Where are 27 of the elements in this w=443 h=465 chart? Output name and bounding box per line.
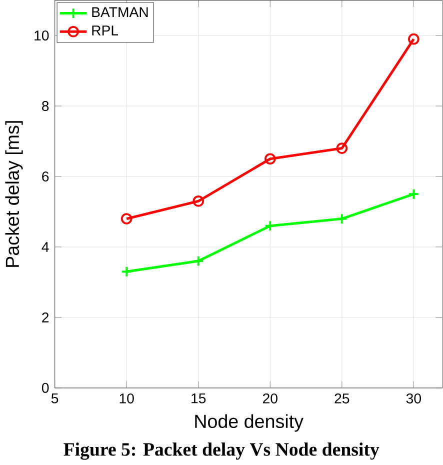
point	[336, 142, 348, 154]
point	[408, 33, 420, 45]
x-tick-label: 5	[52, 393, 58, 404]
point	[121, 266, 132, 278]
point	[336, 213, 348, 224]
x-tick-label: 10	[120, 393, 134, 404]
point	[264, 220, 276, 232]
y-tick-label: 6	[42, 171, 49, 182]
y-tick-label: 4	[42, 242, 49, 252]
caption: Figure 5: Packet delay Vs Node density	[64, 442, 380, 460]
point	[264, 153, 276, 165]
point	[121, 213, 132, 224]
x-tick-label: 15	[192, 393, 206, 404]
x-tick-label: 25	[334, 393, 350, 404]
point	[408, 188, 420, 200]
legend-label: RPL	[92, 26, 118, 36]
y-axis-title: Packet delay [ms]	[5, 121, 23, 267]
point	[192, 196, 204, 207]
y-tick-label: 10	[34, 30, 49, 41]
x-axis-title: Node density	[195, 414, 304, 432]
y-tick-label: 0	[42, 382, 49, 393]
x-tick-label: 30	[406, 393, 422, 404]
legend-label: BATMAN	[92, 7, 148, 17]
y-tick-label: 8	[42, 101, 49, 112]
point	[192, 255, 204, 267]
y-tick-label: 2	[42, 312, 49, 322]
x-tick-label: 20	[263, 393, 278, 404]
